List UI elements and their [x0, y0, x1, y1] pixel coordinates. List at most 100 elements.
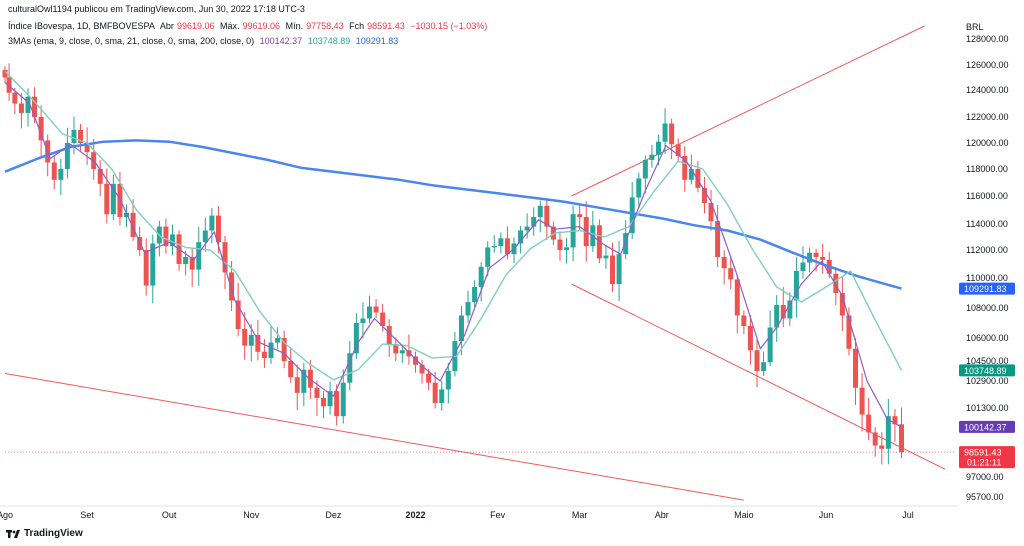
candle-body: [97, 169, 103, 184]
x-tick-label: Ago: [0, 510, 13, 520]
candle-body: [169, 234, 175, 247]
x-tick-label: Fev: [490, 510, 506, 520]
y-tick-label: 126000.00: [966, 60, 1009, 70]
candle-body: [399, 350, 405, 354]
candle-body: [564, 247, 570, 250]
candle-body: [314, 387, 320, 398]
candle-body: [859, 387, 865, 415]
candle-body: [458, 315, 464, 342]
candle-body: [150, 243, 156, 286]
candle-body: [807, 252, 813, 263]
price-tag: [959, 420, 1015, 433]
candle-body: [380, 312, 386, 326]
candle-body: [334, 391, 340, 417]
candle-body: [504, 238, 510, 255]
indicator-name: 3MAs (ema, 9, close, 0, sma, 21, close, …: [8, 36, 255, 46]
candle-body: [465, 302, 471, 316]
y-tick-label: 110000.00: [966, 273, 1008, 283]
candle-body: [741, 315, 747, 326]
candle-body: [196, 242, 202, 270]
candle-body: [360, 318, 366, 323]
y-tick-label: 122000.00: [966, 112, 1009, 122]
candle-body: [642, 159, 648, 179]
candle-body: [866, 414, 872, 433]
candle-body: [708, 203, 714, 222]
candle-body: [872, 432, 878, 446]
high-value: 99619.06: [242, 21, 281, 31]
candle-body: [18, 103, 24, 113]
ema9-line: [4, 82, 902, 428]
candle-body: [734, 279, 740, 316]
x-tick-label: Nov: [243, 510, 260, 520]
candles: [2, 63, 904, 465]
x-tick-label: Out: [162, 510, 177, 520]
candle-body: [721, 257, 727, 269]
candle-body: [728, 268, 734, 280]
price-tag: [959, 282, 1015, 295]
candle-body: [780, 305, 786, 319]
candle-body: [209, 215, 215, 231]
candle-body: [846, 315, 852, 349]
candle-body: [12, 92, 18, 104]
candle-body: [25, 96, 31, 113]
candle-body: [242, 329, 248, 346]
candle-body: [419, 364, 425, 374]
price-tag-label: 98591.43: [964, 448, 1002, 458]
candle-body: [662, 123, 668, 142]
candle-body: [137, 237, 143, 250]
price-tag: [959, 446, 1015, 469]
candle-body: [820, 257, 826, 260]
candle-body: [688, 169, 694, 180]
candle-body: [813, 252, 819, 257]
candle-body: [491, 246, 497, 248]
x-tick-label: Jul: [902, 510, 914, 520]
y-tick-label: 102900.00: [966, 376, 1009, 386]
y-tick-label: 101300.00: [966, 403, 1009, 413]
candle-body: [701, 187, 707, 203]
candle-body: [603, 255, 609, 259]
sma21-value: 103748.89: [307, 36, 351, 46]
low-label: Mín.: [285, 21, 304, 31]
candle-body: [557, 239, 563, 250]
candle-body: [281, 338, 287, 361]
candle-body: [498, 238, 504, 247]
candle-body: [347, 353, 353, 383]
candle-body: [163, 226, 169, 247]
x-tick-label: Mar: [572, 510, 588, 520]
candle-body: [386, 326, 392, 345]
candle-body: [353, 323, 359, 354]
candle-body: [610, 255, 616, 284]
y-tick-label: 108000.00: [966, 303, 1009, 313]
moving-averages: [4, 70, 903, 428]
candle-body: [544, 205, 550, 227]
candle-body: [761, 362, 767, 371]
candle-body: [124, 212, 130, 217]
low-value: 97758.43: [306, 21, 344, 31]
tradingview-brand[interactable]: TradingView: [6, 528, 83, 539]
candle-body: [715, 221, 721, 257]
y-tick-label: 116000.00: [966, 191, 1008, 201]
y-tick-label: 120000.00: [966, 138, 1009, 148]
candle-body: [235, 300, 241, 329]
candle-body: [839, 293, 845, 316]
candle-body: [64, 143, 70, 169]
price-tag-label: 109291.83: [964, 284, 1007, 294]
x-tick-label: Maio: [734, 510, 754, 520]
x-tick-label: Dez: [325, 510, 342, 520]
candle-body: [183, 257, 189, 264]
candle-body: [472, 287, 478, 302]
candle-body: [524, 226, 530, 231]
open-label: Abr: [159, 21, 174, 31]
candle-body: [321, 397, 327, 407]
countdown-label: 01:21:11: [967, 458, 1001, 468]
candle-body: [439, 389, 445, 403]
candle-body: [202, 230, 208, 243]
candle-body: [898, 424, 904, 453]
x-tick-label: Abr: [655, 510, 669, 520]
candle-body: [307, 369, 313, 388]
candle-body: [340, 382, 346, 417]
y-tick-label: 95700.00: [966, 492, 1004, 502]
candle-body: [2, 70, 8, 78]
candle-body: [879, 445, 885, 449]
